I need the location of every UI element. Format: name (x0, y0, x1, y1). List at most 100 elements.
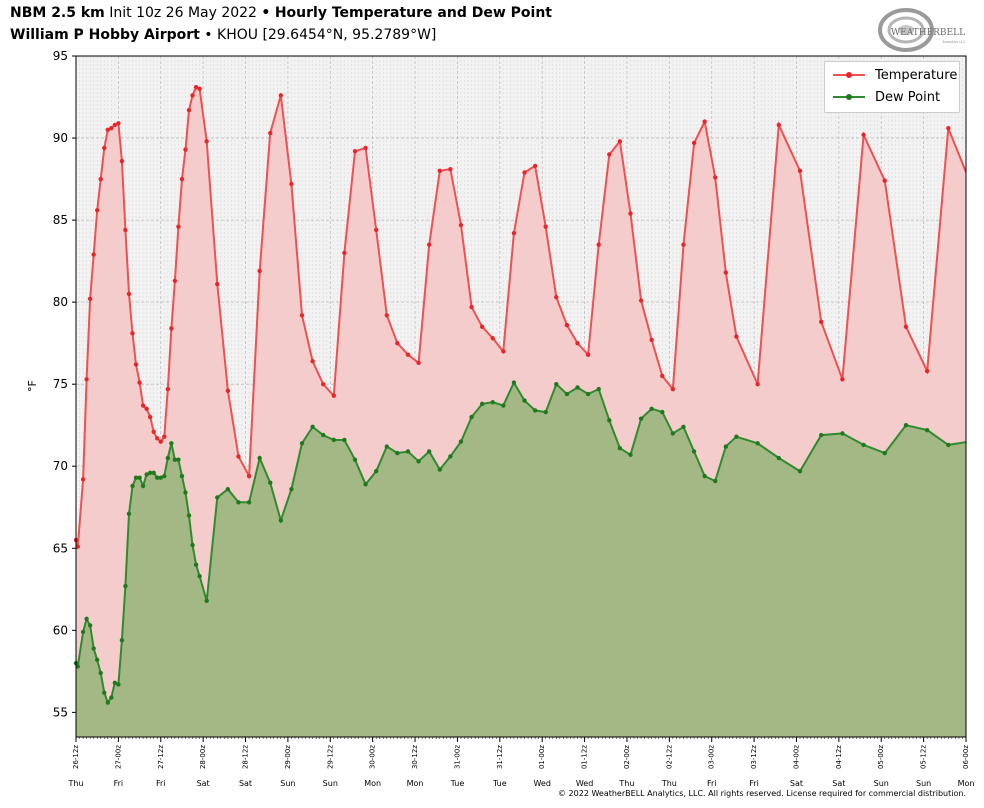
dewpoint-point (169, 441, 174, 446)
temperature-point (522, 170, 527, 175)
temperature-point (155, 436, 160, 441)
dewpoint-point (405, 449, 411, 454)
x-day-label: Sat (832, 779, 845, 788)
dewpoint-point (352, 457, 358, 462)
dewpoint-point (130, 483, 135, 489)
dewpoint-point (776, 455, 782, 461)
temperature-point (151, 429, 156, 434)
x-day-label: Mon (958, 779, 975, 788)
temperature-point (607, 152, 612, 157)
temperature-point (158, 439, 163, 444)
dewpoint-point (236, 500, 241, 505)
temperature-point (342, 250, 347, 256)
temperature-point (140, 403, 146, 408)
temperature-point (755, 381, 760, 387)
temperature-point (190, 93, 195, 98)
dewpoint-point (172, 457, 178, 462)
legend-label-temperature: Temperature (875, 67, 958, 83)
dewpoint-point (448, 454, 453, 459)
dewpoint-point (607, 418, 612, 423)
dewpoint-point (437, 467, 442, 472)
dewpoint-point (342, 437, 347, 443)
dewpoint-point (289, 487, 294, 492)
temperature-point (257, 268, 262, 274)
x-tick-label: 05-00z (877, 745, 885, 769)
dewpoint-point (840, 431, 845, 436)
x-day-label: Mon (364, 779, 381, 788)
dewpoint-point (331, 437, 337, 443)
dewpoint-point (660, 409, 665, 415)
x-day-label: Thu (618, 779, 634, 788)
dewpoint-point (755, 441, 760, 446)
dewpoint-point (734, 434, 739, 439)
temperature-point (395, 340, 400, 346)
temperature-point (903, 324, 909, 329)
dewpoint-point (215, 495, 220, 500)
dewpoint-point (126, 511, 132, 517)
temperature-point (130, 331, 135, 336)
dewpoint-area (76, 382, 966, 737)
x-day-label: Sat (239, 779, 252, 788)
dewpoint-point (197, 573, 202, 579)
dewpoint-point (179, 473, 185, 479)
dewpoint-point (80, 629, 86, 635)
product-title: Hourly Temperature and Dew Point (274, 5, 552, 21)
temperature-point (105, 127, 110, 133)
temperature-point (638, 298, 644, 303)
dewpoint-point (162, 473, 167, 479)
dewpoint-point (501, 403, 506, 408)
x-tick-label: 30-12z (411, 745, 419, 769)
dewpoint-point (140, 483, 146, 489)
y-tick-label: 70 (53, 459, 68, 473)
dewpoint-point (681, 424, 686, 430)
dewpoint-point (575, 385, 580, 390)
x-tick-label: 03-12z (750, 745, 758, 769)
temperature-point (176, 224, 181, 229)
dewpoint-point (155, 475, 160, 480)
station-coords: KHOU [29.6454°N, 95.2789°W] (217, 27, 437, 43)
x-tick-label: 31-00z (453, 745, 461, 769)
temperature-point (133, 362, 139, 367)
temperature-point (490, 336, 495, 341)
dewpoint-point (426, 449, 432, 454)
temperature-point (80, 477, 86, 482)
dewpoint-point (490, 400, 495, 405)
legend-swatch-temperature (833, 68, 865, 82)
y-tick-label: 75 (53, 377, 68, 391)
temperature-point (299, 313, 305, 318)
temperature-point (162, 434, 167, 439)
x-tick-label: 29-00z (284, 745, 292, 769)
temperature-point (861, 132, 866, 137)
x-tick-label: 04-12z (835, 745, 843, 769)
temperature-point (94, 208, 100, 213)
temperature-point (797, 168, 803, 174)
x-day-label: Mon (407, 779, 424, 788)
dewpoint-point (123, 583, 128, 589)
weatherbell-logo: WEATHERBELL Analytics LLC (878, 8, 966, 52)
x-day-label: Wed (576, 779, 593, 788)
location-name: William P Hobby Airport (10, 27, 200, 43)
temperature-point (144, 406, 149, 412)
dewpoint-point (903, 423, 909, 428)
temperature-point (98, 176, 103, 182)
temperature-point (172, 278, 178, 284)
temperature-point (532, 163, 538, 169)
x-day-label: Sun (874, 779, 889, 788)
temperature-point (670, 386, 676, 392)
dewpoint-point (522, 398, 527, 403)
x-tick-label: 01-00z (538, 745, 546, 769)
dewpoint-point (190, 542, 195, 548)
dewpoint-point (84, 616, 89, 622)
dewpoint-point (87, 623, 93, 628)
chart-title: NBM 2.5 km Init 10z 26 May 2022 • Hourly… (10, 5, 552, 21)
temperature-point (405, 352, 411, 357)
temperature-point (137, 380, 142, 385)
temperature-point (840, 377, 845, 382)
x-tick-label: 04-00z (792, 745, 800, 769)
dewpoint-point (543, 409, 548, 415)
temperature-point (448, 167, 453, 172)
title-bullet: • (261, 5, 271, 21)
dewpoint-point (373, 468, 379, 474)
temperature-point (225, 388, 231, 393)
